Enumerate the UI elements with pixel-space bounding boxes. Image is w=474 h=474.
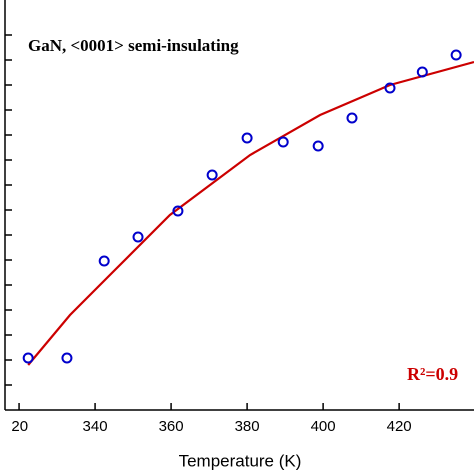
data-point xyxy=(61,352,73,364)
x-tick-label: 420 xyxy=(387,418,412,435)
data-point xyxy=(450,49,462,61)
data-point xyxy=(22,352,34,364)
data-point xyxy=(312,140,324,152)
x-tick-label: 380 xyxy=(235,418,260,435)
data-point xyxy=(277,136,289,148)
x-axis-label: Temperature (K) xyxy=(179,451,302,470)
data-point xyxy=(241,132,253,144)
fit-line xyxy=(27,60,474,366)
data-point xyxy=(172,205,184,217)
annotation: R²=0.9 xyxy=(407,364,458,384)
data-point xyxy=(132,231,144,243)
data-point xyxy=(206,169,218,181)
data-point xyxy=(384,82,396,94)
x-tick-label: 340 xyxy=(83,418,108,435)
x-tick-label: 20 xyxy=(11,418,28,435)
chart-title: GaN, <0001> semi-insulating xyxy=(28,36,239,55)
x-tick-label: 360 xyxy=(159,418,184,435)
data-point xyxy=(346,112,358,124)
data-point xyxy=(416,66,428,78)
x-tick-label: 400 xyxy=(311,418,336,435)
data-point xyxy=(98,255,110,267)
